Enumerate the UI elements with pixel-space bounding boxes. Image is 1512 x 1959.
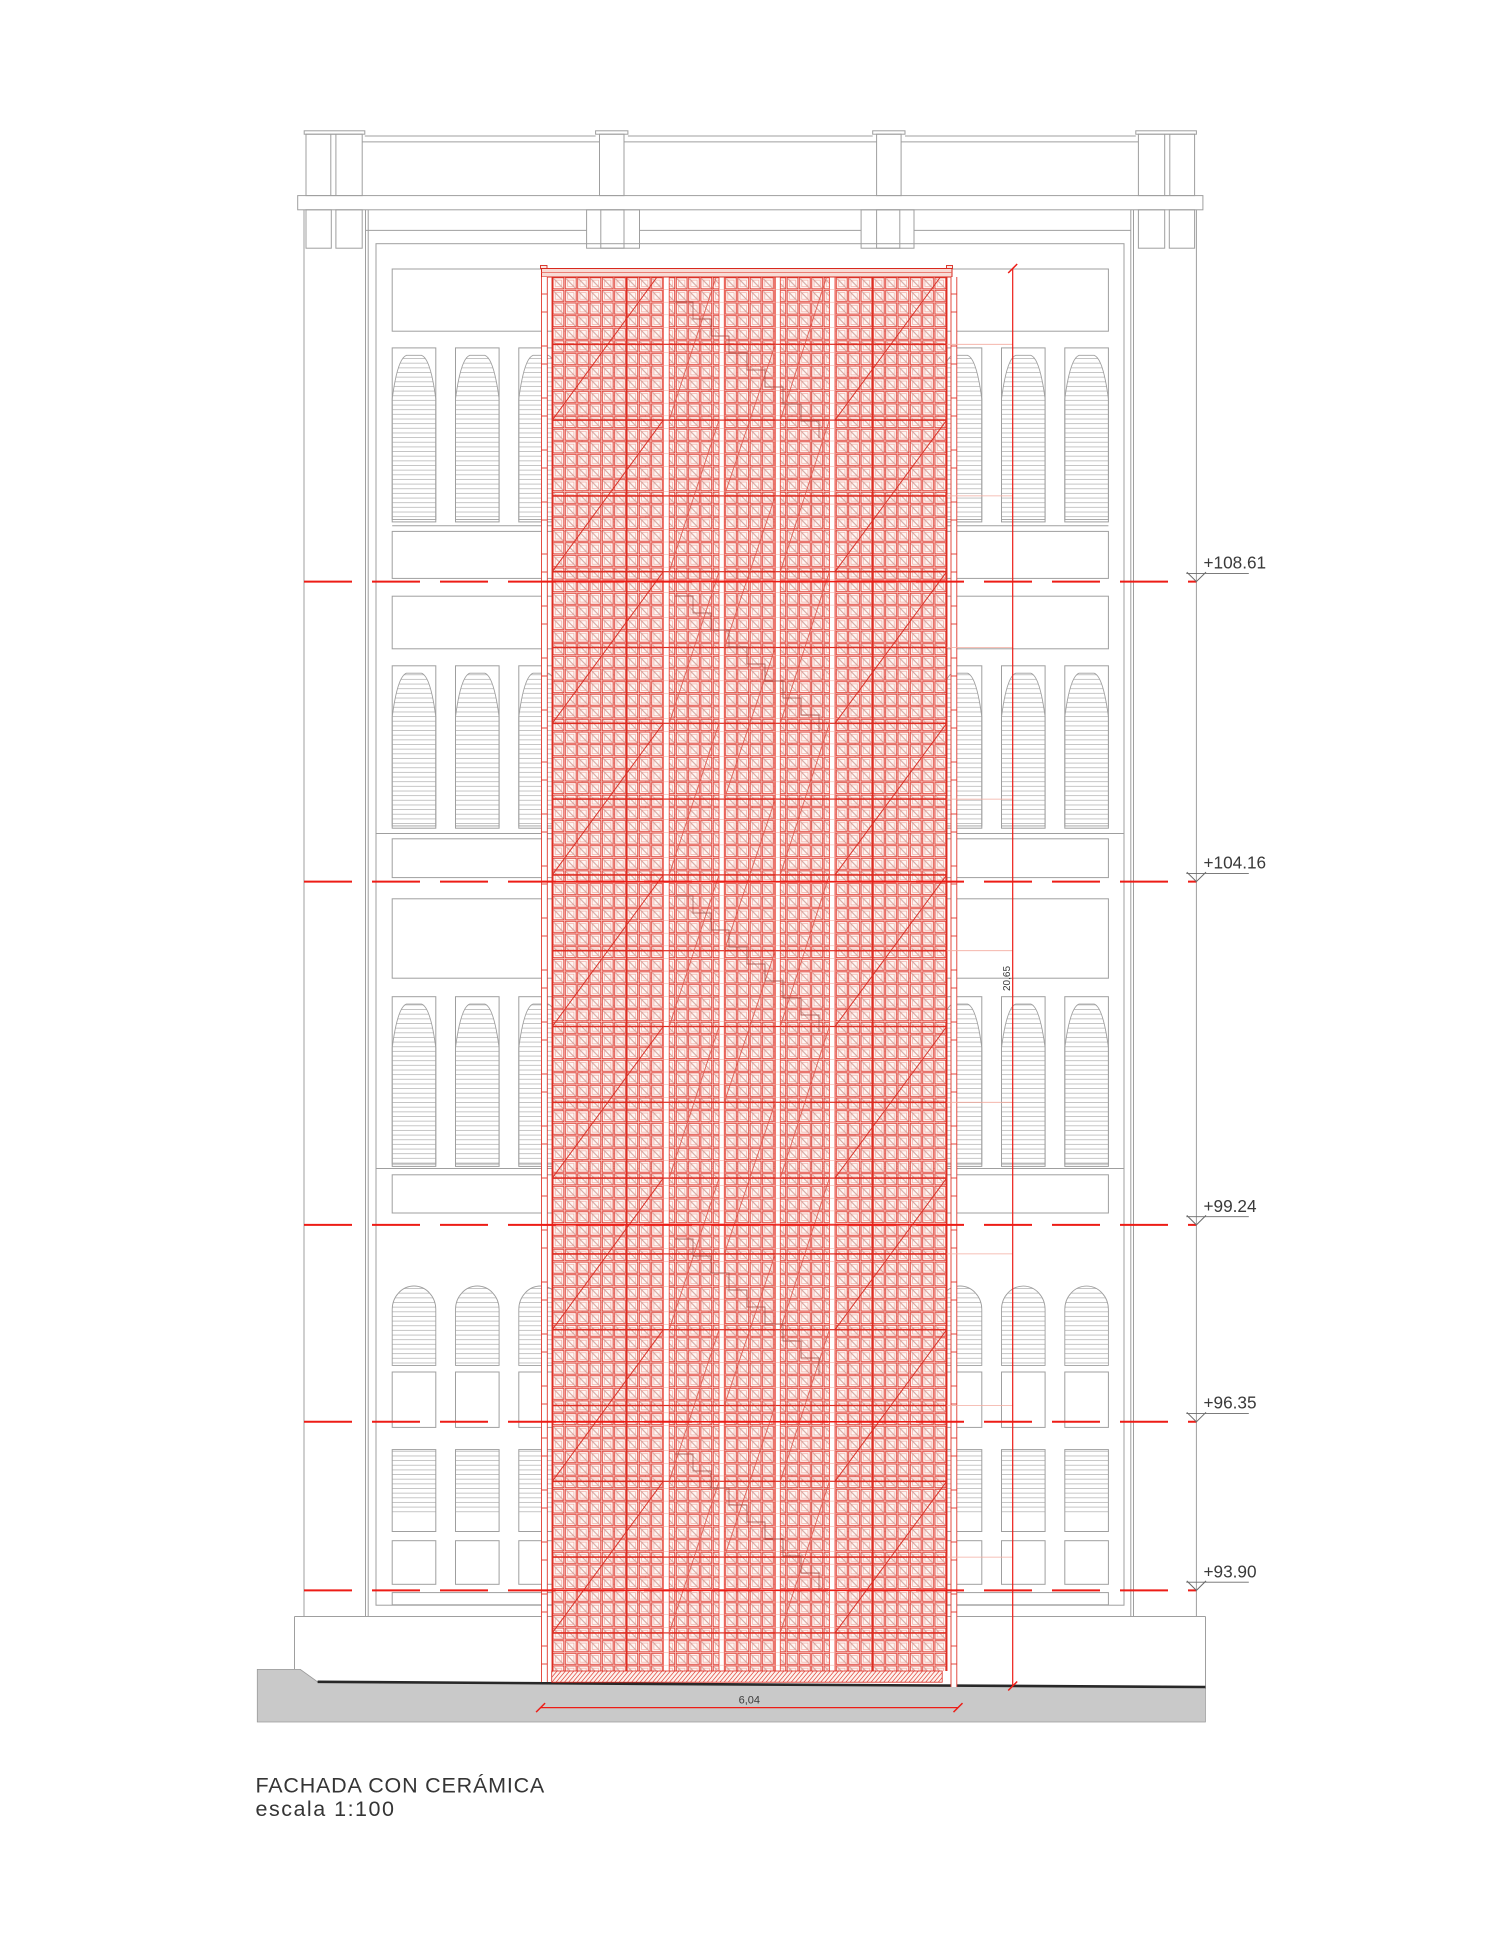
svg-text:+108.61: +108.61 xyxy=(1204,553,1267,573)
svg-text:+96.35: +96.35 xyxy=(1204,1393,1257,1413)
svg-text:+99.24: +99.24 xyxy=(1204,1196,1257,1216)
svg-text:6,04: 6,04 xyxy=(739,1695,760,1707)
svg-text:+104.16: +104.16 xyxy=(1204,853,1267,873)
svg-text:20,65: 20,65 xyxy=(1002,966,1013,991)
svg-text:+93.90: +93.90 xyxy=(1204,1561,1257,1581)
svg-text:escala 1:100: escala 1:100 xyxy=(256,1797,396,1821)
svg-text:FACHADA CON CERÁMICA: FACHADA CON CERÁMICA xyxy=(256,1772,546,1797)
